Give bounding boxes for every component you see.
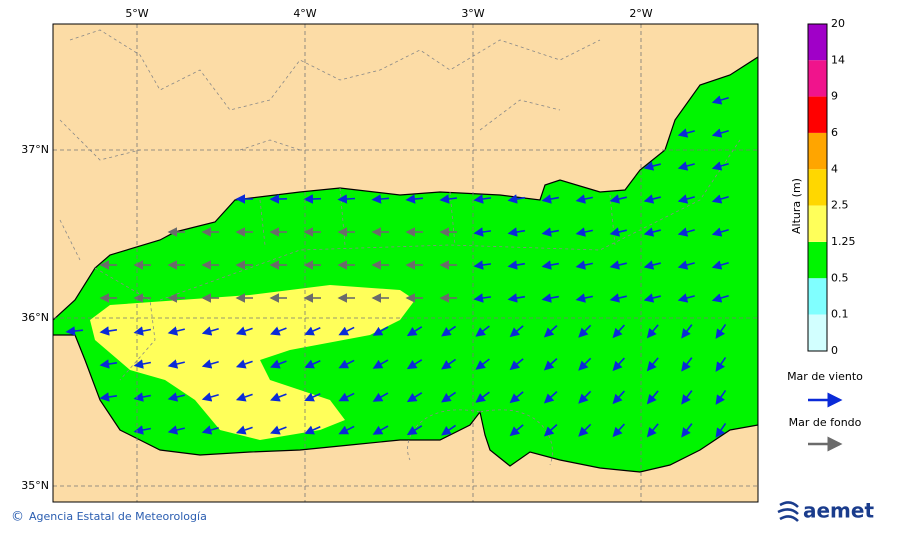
y-tick-label: 35°N [21,479,49,492]
colorbar-label: 9 [831,90,838,103]
colorbar-label: 2.5 [831,199,849,212]
x-tick-label: 3°W [461,7,484,20]
x-tick-label: 5°W [125,7,148,20]
credit: Agencia Estatal de Meteorología [29,510,207,523]
legend-swell: Mar de fondo [789,416,862,429]
y-tick-label: 36°N [21,311,49,324]
colorbar-label: 0.5 [831,271,849,284]
x-tick-label: 4°W [293,7,316,20]
colorbar-label: 20 [831,17,845,30]
colorbar-label: 6 [831,126,838,139]
legend-wind: Mar de viento [787,370,863,383]
colorbar-label: 0.1 [831,308,849,321]
y-tick-label: 37°N [21,143,49,156]
colorbar: Altura (m) 20 14 9 6 4 2.5 1.25 0.5 0.1 0 [790,17,856,357]
colorbar-label: 4 [831,162,838,175]
logo: aemet [778,499,874,523]
copyright: © [11,510,24,525]
wind-arrow [339,199,355,200]
wind-arrow [305,199,321,200]
colorbar-label: 1.25 [831,235,856,248]
map-area [53,24,758,502]
colorbar-label: 0 [831,344,838,357]
x-tick-label: 2°W [629,7,652,20]
logo-text: aemet [803,499,874,523]
colorbar-label: 14 [831,53,845,66]
colorbar-title: Altura (m) [790,178,803,234]
